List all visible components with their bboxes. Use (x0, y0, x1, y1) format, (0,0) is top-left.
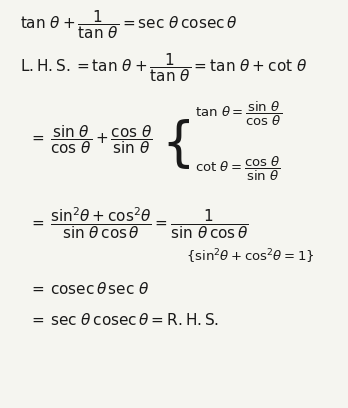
Text: $\{$: $\{$ (161, 117, 190, 171)
Text: $\tan\,\theta = \dfrac{\sin\,\theta}{\cos\,\theta}$: $\tan\,\theta = \dfrac{\sin\,\theta}{\co… (196, 100, 283, 128)
Text: $= \,\dfrac{\sin\,\theta}{\cos\,\theta} + \dfrac{\cos\,\theta}{\sin\,\theta}$: $= \,\dfrac{\sin\,\theta}{\cos\,\theta} … (29, 123, 152, 156)
Text: $\cot\,\theta = \dfrac{\cos\,\theta}{\sin\,\theta}$: $\cot\,\theta = \dfrac{\cos\,\theta}{\si… (196, 155, 282, 184)
Text: $= \,\sec\,\theta\,\mathrm{cosec}\,\theta = \mathrm{R.H.S.}$: $= \,\sec\,\theta\,\mathrm{cosec}\,\thet… (29, 313, 219, 328)
Text: $\{\sin^2\!\theta + \cos^2\!\theta = 1\}$: $\{\sin^2\!\theta + \cos^2\!\theta = 1\}… (186, 248, 315, 266)
Text: $\mathrm{L.H.S.} = \tan\,\theta + \dfrac{1}{\tan\,\theta} = \tan\,\theta + \cot\: $\mathrm{L.H.S.} = \tan\,\theta + \dfrac… (19, 52, 307, 84)
Text: $= \,\dfrac{\sin^2\!\theta + \cos^2\!\theta}{\sin\,\theta\,\cos\theta} = \dfrac{: $= \,\dfrac{\sin^2\!\theta + \cos^2\!\th… (29, 205, 248, 241)
Text: $= \,\mathrm{cosec}\,\theta\,\sec\,\theta$: $= \,\mathrm{cosec}\,\theta\,\sec\,\thet… (29, 281, 149, 297)
Text: $\tan\,\theta + \dfrac{1}{\tan\,\theta} = \sec\,\theta\,\mathrm{cosec}\,\theta$: $\tan\,\theta + \dfrac{1}{\tan\,\theta} … (19, 8, 237, 41)
